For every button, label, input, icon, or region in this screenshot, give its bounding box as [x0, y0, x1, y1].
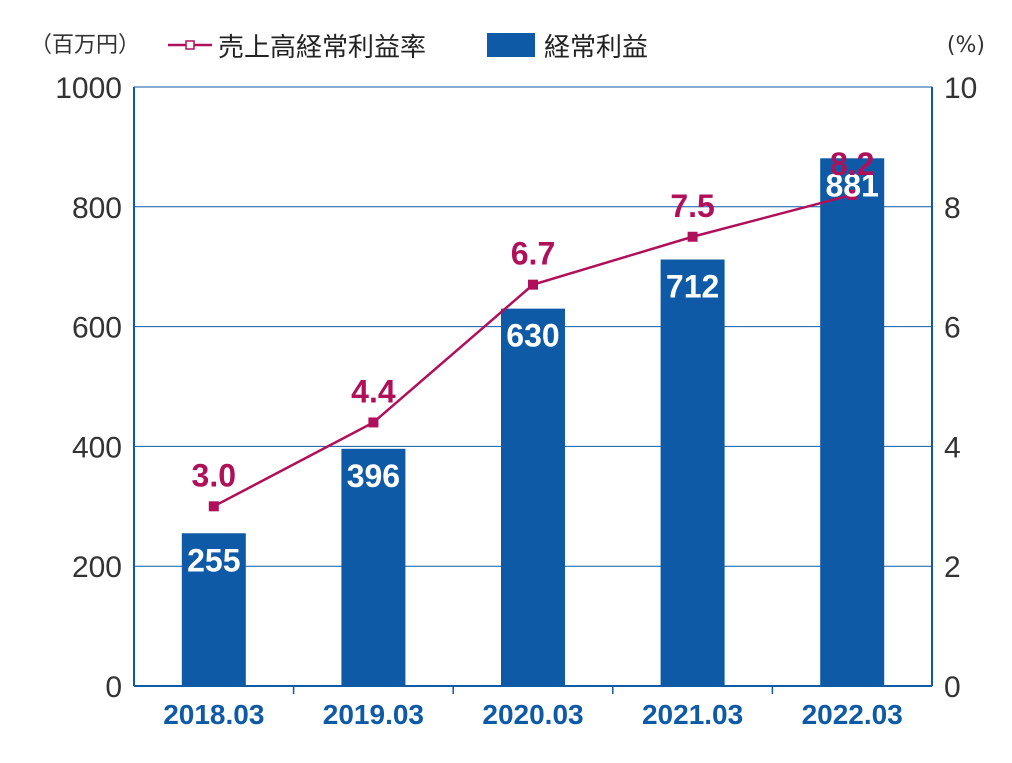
left-tick-label: 1000: [55, 72, 122, 105]
legend-line-marker: [185, 40, 195, 50]
left-tick-label: 200: [72, 551, 122, 584]
left-tick-label: 400: [72, 431, 122, 464]
legend: 売上高経常利益率 経常利益: [168, 33, 648, 63]
right-tick-label: 0: [944, 671, 961, 704]
rate-point: [687, 231, 698, 242]
rate-value-label: 6.7: [511, 236, 555, 272]
category-label: 2022.03: [802, 699, 903, 730]
tick-labels: 0 200 400 600 800 1000 0 2 4 6 8 10 2018.03 2019.03 20…: [55, 72, 977, 730]
data-labels: 255 396 630 712 881 3.0 4.4 6.7 7.5 8.2: [187, 146, 879, 578]
rate-value-label: 7.5: [670, 188, 714, 224]
left-tick-label: 0: [105, 671, 122, 704]
right-tick-label: 4: [944, 431, 961, 464]
right-axis-unit: (%): [947, 33, 985, 58]
rate-point: [368, 417, 379, 428]
category-label: 2019.03: [323, 699, 424, 730]
rate-value-label: 3.0: [192, 457, 236, 493]
legend-bar-swatch: [487, 33, 535, 57]
bar: [341, 448, 406, 686]
legend-label-rate: 売上高経常利益率: [218, 33, 426, 63]
bar: [181, 533, 246, 686]
bar-value-label: 712: [666, 269, 719, 305]
right-tick-label: 6: [944, 312, 961, 345]
left-tick-label: 800: [72, 192, 122, 225]
legend-item-rate: 売上高経常利益率: [168, 33, 426, 63]
rate-value-label: 8.2: [830, 146, 874, 182]
bar-value-label: 881: [826, 167, 879, 203]
legend-item-profit: 経常利益: [487, 33, 648, 63]
right-tick-label: 10: [944, 72, 977, 105]
axes: [133, 87, 933, 694]
right-tick-label: 8: [944, 192, 961, 225]
category-label: 2018.03: [163, 699, 264, 730]
category-label: 2020.03: [482, 699, 583, 730]
rate-point: [208, 501, 219, 512]
left-axis-unit: （百万円）: [30, 33, 140, 58]
bar: [660, 259, 725, 686]
rate-point: [528, 279, 538, 290]
rate-value-label: 4.4: [351, 373, 396, 409]
category-label: 2021.03: [642, 699, 743, 730]
legend-label-profit: 経常利益: [544, 33, 648, 63]
bar: [820, 158, 885, 686]
bars: [181, 158, 885, 686]
bar: [501, 308, 565, 686]
bar-value-label: 396: [347, 458, 400, 494]
bar-value-label: 255: [187, 542, 240, 578]
rate-line-series: [208, 189, 858, 512]
bar-value-label: 630: [506, 318, 559, 354]
rate-point: [847, 189, 858, 200]
right-tick-label: 2: [944, 551, 961, 584]
left-tick-label: 600: [72, 312, 122, 345]
